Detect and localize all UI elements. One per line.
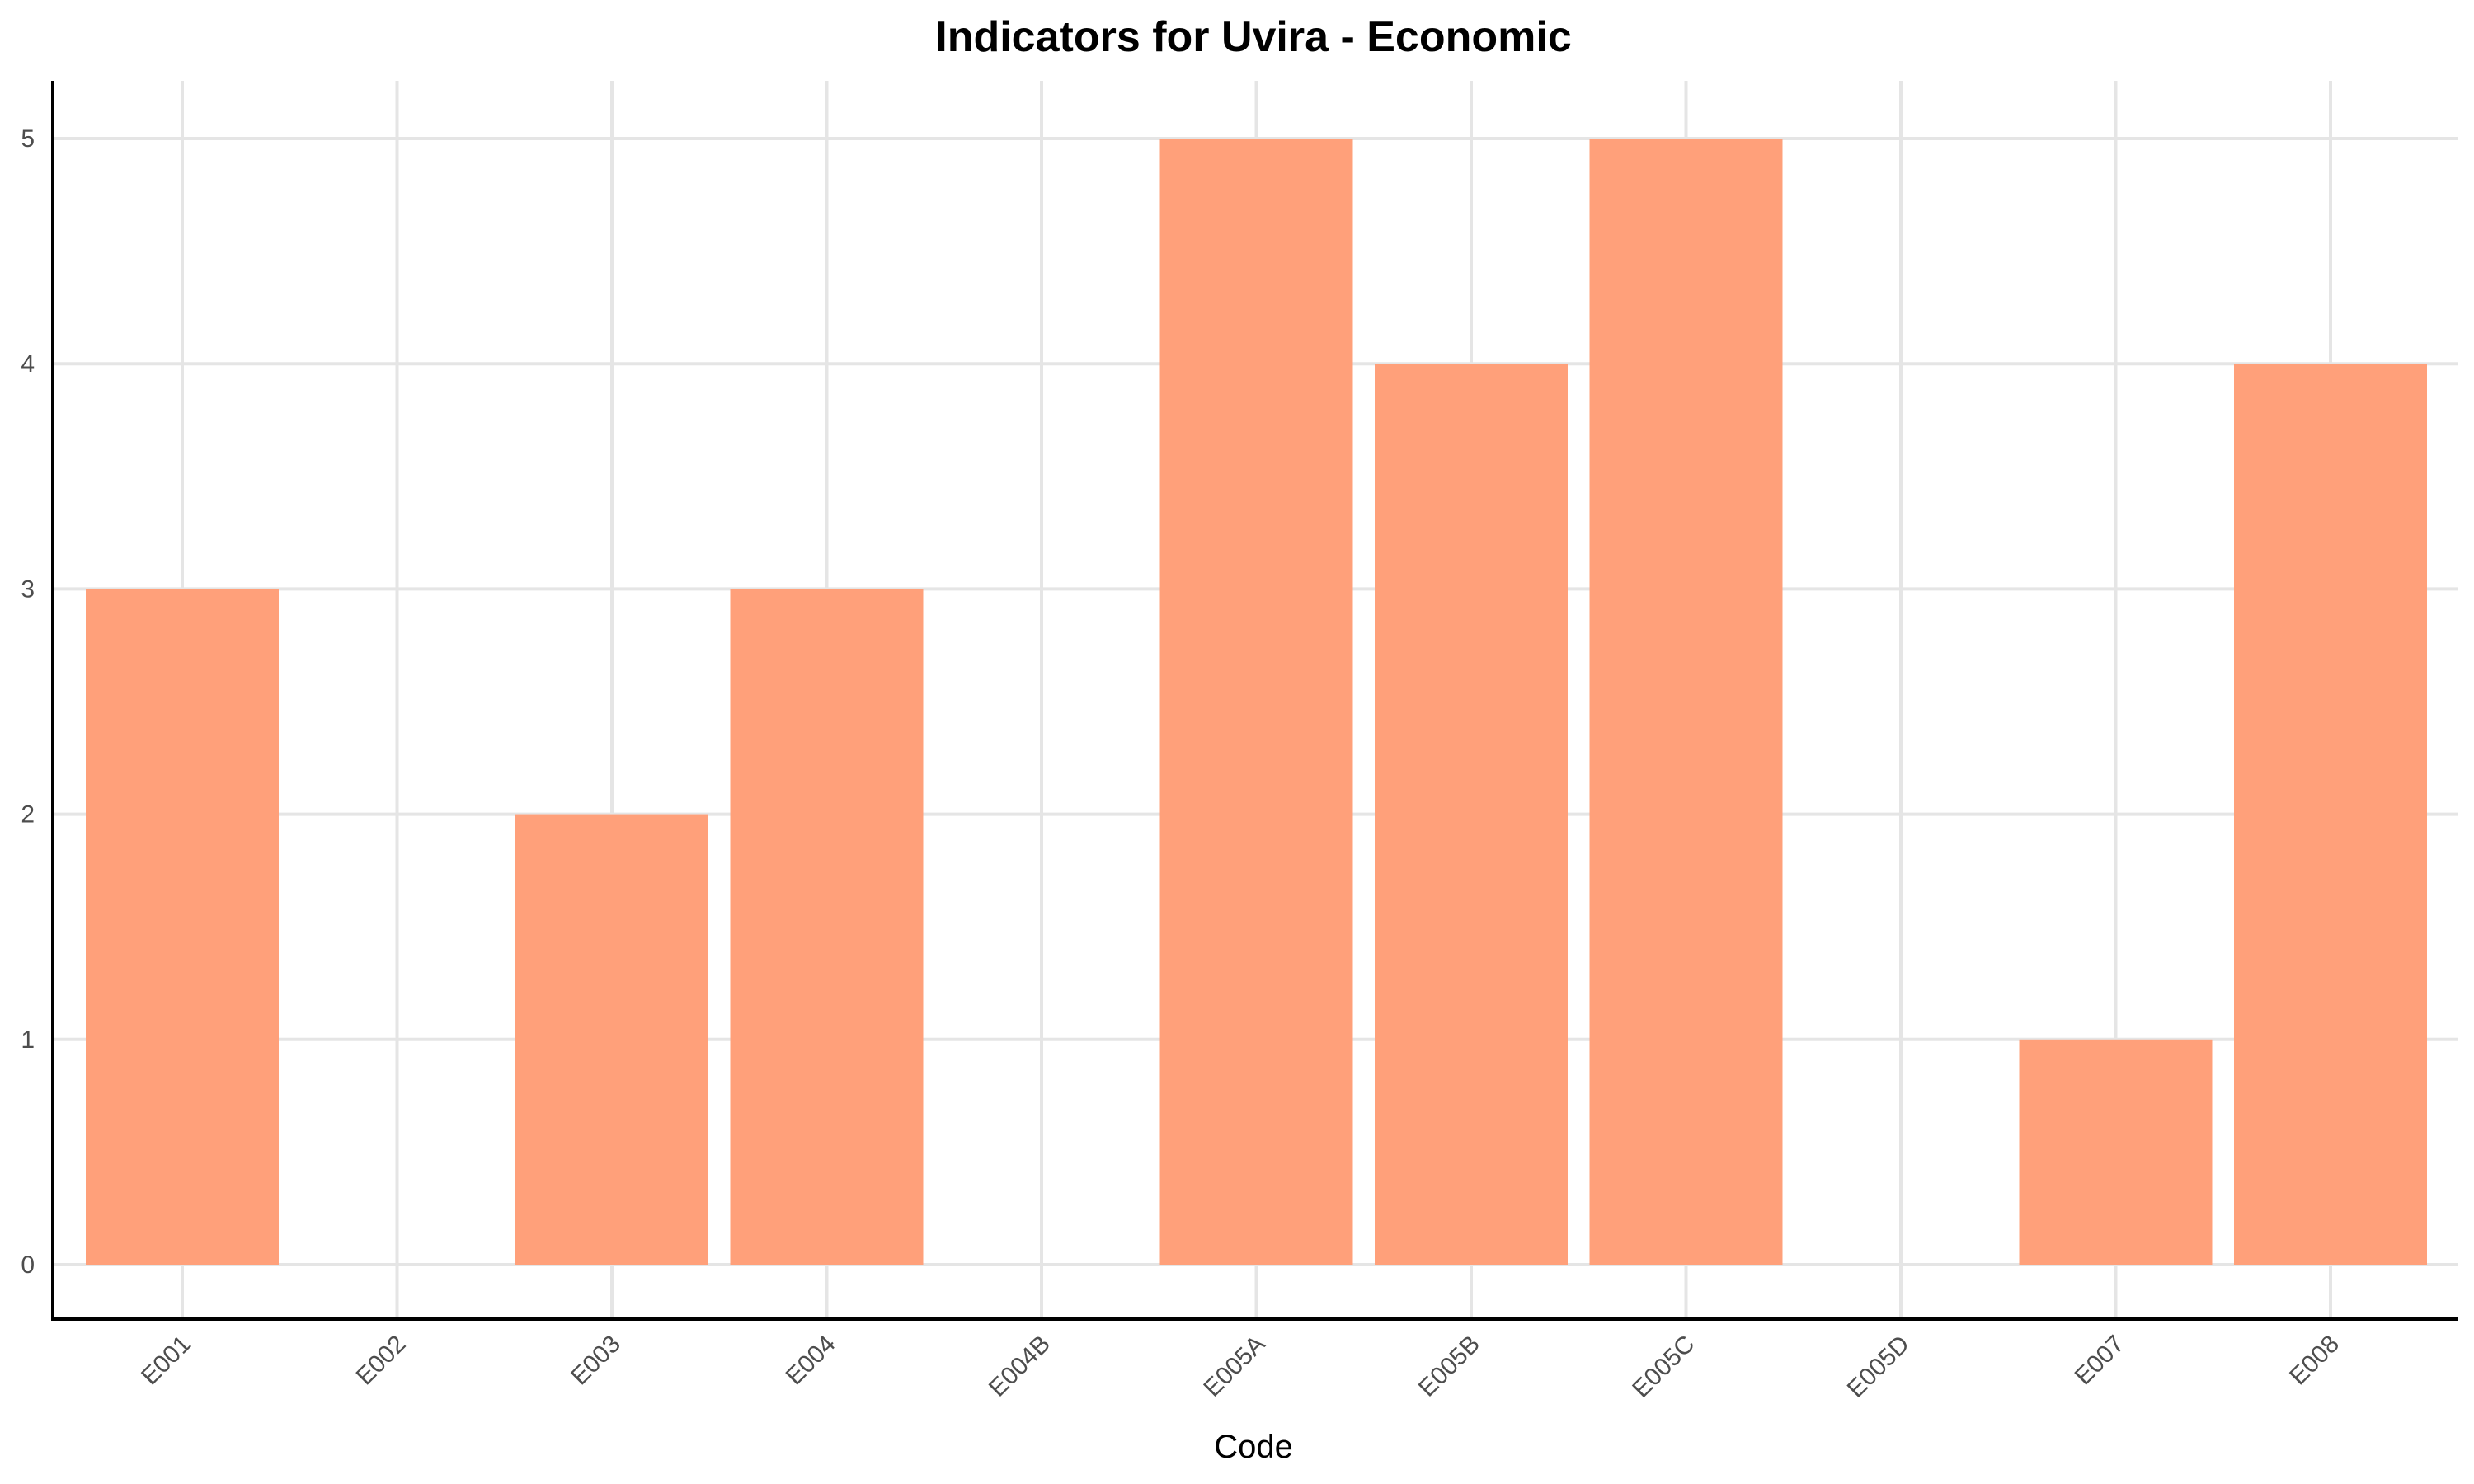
axes <box>51 81 2458 1321</box>
x-tick-label: E004B <box>984 1331 1056 1402</box>
x-tick-label: E002 <box>351 1331 412 1391</box>
bar-e005b <box>1375 364 1568 1266</box>
x-tick-label: E001 <box>136 1331 196 1391</box>
x-tick-label: E003 <box>566 1331 626 1391</box>
y-tick-label: 2 <box>21 801 35 829</box>
y-tick-label: 3 <box>21 575 35 603</box>
x-tick-label: E005B <box>1413 1331 1485 1402</box>
bar-e001 <box>86 589 279 1265</box>
x-axis-title: Code <box>1214 1429 1293 1465</box>
bar-e008 <box>2234 364 2427 1266</box>
y-tick-label: 0 <box>21 1252 35 1279</box>
y-tick-label: 1 <box>21 1026 35 1054</box>
bar-e005c <box>1589 139 1783 1265</box>
y-tick-labels: 0 1 2 3 4 5 <box>21 125 35 1279</box>
bar-e004 <box>730 589 924 1265</box>
bar-e005a <box>1159 139 1353 1265</box>
x-tick-label: E004 <box>781 1331 841 1391</box>
y-tick-label: 5 <box>21 125 35 153</box>
x-tick-label: E005C <box>1627 1331 1700 1403</box>
x-tick-label: E007 <box>2070 1331 2130 1391</box>
y-tick-label: 4 <box>21 350 35 378</box>
x-tick-labels: E001 E002 E003 E004 E004B E005A E005B E005C E005… <box>136 1331 2345 1403</box>
bar-e003 <box>515 814 708 1265</box>
x-tick-label: E008 <box>2284 1331 2345 1391</box>
x-tick-label: E005A <box>1198 1331 1270 1402</box>
bars <box>86 139 2427 1266</box>
x-tick-label: E005D <box>1842 1331 1915 1403</box>
bar-e007 <box>2019 1039 2213 1265</box>
chart-title: Indicators for Uvira - Economic <box>935 13 1572 61</box>
